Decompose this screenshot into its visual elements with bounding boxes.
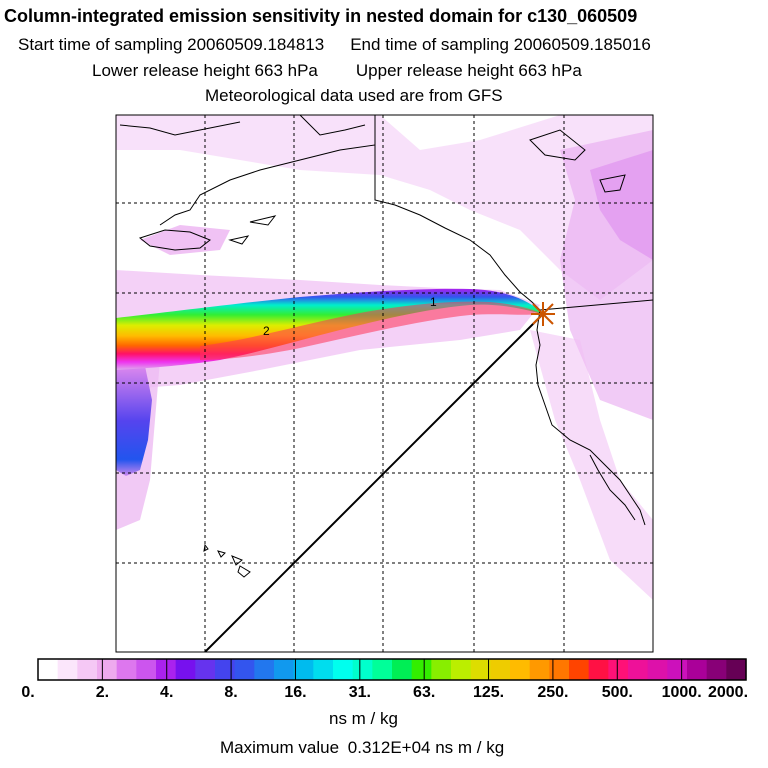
colorbar-swatch — [195, 659, 216, 680]
colorbar-swatch — [608, 659, 629, 680]
colorbar-swatch — [313, 659, 334, 680]
colorbar-swatch — [333, 659, 354, 680]
maximum-value-number: 0.312E+04 ns m / kg — [347, 738, 505, 757]
colorbar-swatch — [451, 659, 472, 680]
southern-plume — [116, 366, 152, 476]
colorbar-tick-label: 500. — [601, 684, 633, 701]
colorbar-swatch — [136, 659, 157, 680]
colorbar — [38, 659, 747, 680]
colorbar-tick-label: 125. — [472, 684, 505, 701]
colorbar-swatch — [687, 659, 708, 680]
colorbar-swatch — [529, 659, 550, 680]
colorbar-swatch — [57, 659, 78, 680]
colorbar-swatch — [77, 659, 98, 680]
colorbar-swatch — [215, 659, 236, 680]
colorbar-swatch — [274, 659, 295, 680]
release-heights: Lower release height 663 hPa Upper relea… — [92, 61, 768, 81]
colorbar-swatch — [97, 659, 118, 680]
colorbar-swatch — [628, 659, 649, 680]
colorbar-tick-label: 250. — [537, 684, 569, 701]
colorbar-swatch — [490, 659, 511, 680]
maximum-value-label: Maximum value — [220, 738, 340, 757]
coastlines — [119, 115, 653, 578]
colorbar-tick-label: 31. — [348, 684, 371, 701]
colorbar-swatch — [431, 659, 452, 680]
colorbar-swatch — [411, 659, 432, 680]
plume-core — [200, 301, 543, 360]
colorbar-tick-label: 63. — [413, 684, 436, 701]
colorbar-tick-label: 4. — [160, 684, 174, 701]
colorbar-swatch — [352, 659, 373, 680]
colorbar-swatch — [470, 659, 491, 680]
map-frame — [115, 114, 654, 653]
colorbar-swatch — [156, 659, 177, 680]
colorbar-frame — [37, 658, 747, 681]
colorbar-swatch — [588, 659, 609, 680]
end-time-label: End time of sampling 20060509.185016 — [350, 35, 651, 54]
colorbar-tick-label: 2000. — [707, 684, 749, 701]
colorbar-swatch — [569, 659, 590, 680]
met-data-label: Meteorological data used are from GFS — [205, 86, 503, 105]
colorbar-swatch — [293, 659, 314, 680]
colorbar-tick-label: 8. — [224, 684, 238, 701]
colorbar-tick-label: 0. — [21, 684, 35, 701]
colorbar-swatch — [706, 659, 727, 680]
release-point-star — [531, 302, 555, 326]
plot-title: Column-integrated emission sensitivity i… — [4, 6, 638, 26]
colorbar-units: ns m / kg — [329, 709, 398, 728]
colorbar-swatch — [254, 659, 275, 680]
maximum-value: Maximum value 0.312E+04 ns m / kg — [220, 738, 504, 758]
colorbar-tick-label: 16. — [284, 684, 307, 701]
colorbar-swatch — [510, 659, 531, 680]
lower-release-label: Lower release height 663 hPa — [92, 61, 318, 80]
colorbar-swatch — [372, 659, 393, 680]
colorbar-swatch — [175, 659, 196, 680]
colorbar-swatch — [667, 659, 688, 680]
colorbar-tick-label: 1000. — [661, 684, 702, 701]
colorbar-swatch — [726, 659, 747, 680]
upper-release-label: Upper release height 663 hPa — [355, 61, 582, 80]
trajectory-label-2: 2 — [263, 324, 270, 338]
colorbar-tick-label: 2. — [95, 684, 110, 701]
colorbar-swatch — [647, 659, 668, 680]
map-plot-area: 1 2 — [116, 115, 653, 652]
start-time-label: Start time of sampling 20060509.184813 — [18, 35, 325, 54]
colorbar-swatch — [392, 659, 413, 680]
colorbar-swatch — [234, 659, 255, 680]
trajectory-label-1: 1 — [430, 295, 437, 309]
colorbar-swatch — [116, 659, 137, 680]
colorbar-swatch — [38, 659, 59, 680]
transect-line — [204, 313, 544, 652]
sampling-times: Start time of sampling 20060509.184813 E… — [18, 35, 768, 55]
colorbar-swatch — [549, 659, 570, 680]
